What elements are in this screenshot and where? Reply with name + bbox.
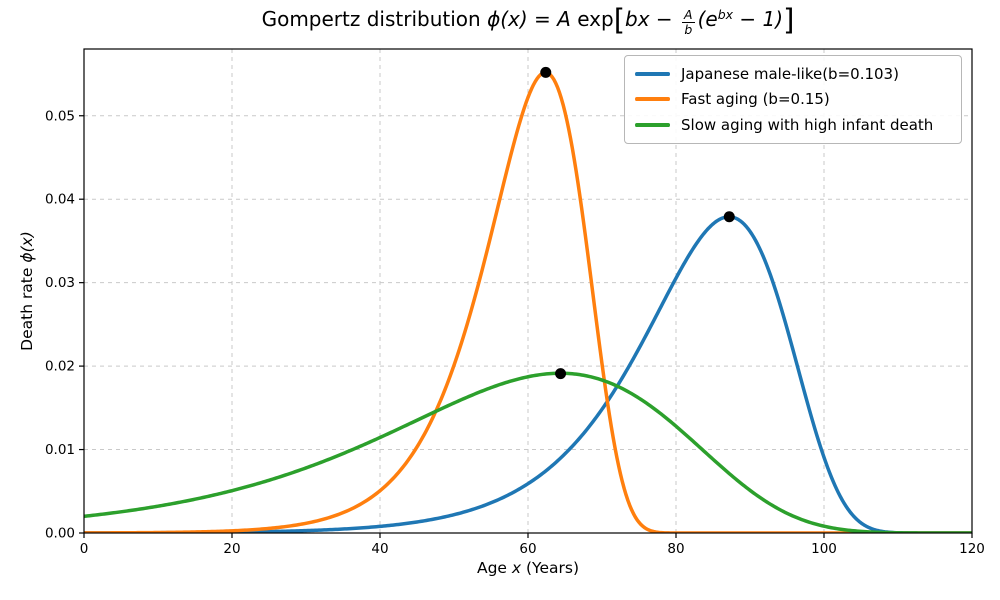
- x-tick-label: 20: [223, 541, 240, 557]
- title-pre-frac: bx −: [625, 7, 680, 31]
- legend: Japanese male-like(b=0.103) Fast aging (b…: [624, 55, 962, 144]
- chart-title: Gompertz distribution ϕ(x) = A exp[ bx − …: [84, 6, 972, 37]
- legend-line-swatch: [635, 97, 670, 102]
- legend-label: Slow aging with high infant death: [681, 115, 934, 134]
- y-tick-label: 0.04: [45, 192, 75, 208]
- y-axis-label-text: Death rate: [18, 262, 36, 351]
- y-tick-label: 0.05: [45, 108, 75, 124]
- fraction-numerator: A: [682, 7, 695, 23]
- legend-line-swatch: [635, 122, 670, 127]
- y-tick-label: 0.01: [45, 442, 75, 458]
- x-axis-label-pre: Age: [476, 559, 512, 577]
- x-tick-label: 100: [811, 541, 837, 557]
- title-post-frac: (e: [697, 7, 718, 31]
- legend-item: Fast aging (b=0.15): [635, 87, 951, 113]
- title-exponent: bx: [717, 7, 734, 22]
- series-line-3: [84, 371, 972, 533]
- title-text: Gompertz distribution: [261, 7, 488, 31]
- legend-label: Japanese male-like(b=0.103): [681, 64, 899, 83]
- legend-line-swatch: [635, 71, 670, 76]
- legend-label: Fast aging (b=0.15): [681, 90, 830, 109]
- title-bracket-close: ]: [783, 3, 795, 37]
- x-tick-label: 60: [519, 541, 536, 557]
- title-tail: − 1): [733, 7, 784, 31]
- title-exp: exp: [577, 7, 614, 31]
- series-line-1: [84, 215, 972, 533]
- legend-item: Slow aging with high infant death: [635, 112, 951, 138]
- series-line-2: [84, 70, 972, 533]
- y-tick-label: 0.02: [45, 359, 75, 375]
- peak-marker: [540, 66, 552, 78]
- peak-marker: [723, 211, 735, 223]
- x-axis-label: Age x (Years): [84, 559, 972, 577]
- legend-item: Japanese male-like(b=0.103): [635, 61, 951, 87]
- y-axis-label-math: ϕ(x): [18, 231, 36, 263]
- title-math-lhs: ϕ(x) = A: [487, 7, 571, 31]
- y-tick-label: 0.03: [45, 275, 75, 291]
- x-axis-label-post: (Years): [521, 559, 579, 577]
- title-bracket-open: [: [613, 3, 626, 37]
- y-axis-label: Death rate ϕ(x): [18, 231, 36, 351]
- y-tick-label: 0.00: [45, 526, 75, 542]
- x-tick-label: 0: [80, 541, 89, 557]
- x-axis-label-var: x: [511, 559, 522, 577]
- peak-marker: [555, 368, 567, 380]
- x-tick-label: 120: [959, 541, 985, 557]
- fraction-denominator: b: [684, 22, 693, 37]
- x-tick-label: 40: [371, 541, 388, 557]
- x-tick-label: 80: [667, 541, 684, 557]
